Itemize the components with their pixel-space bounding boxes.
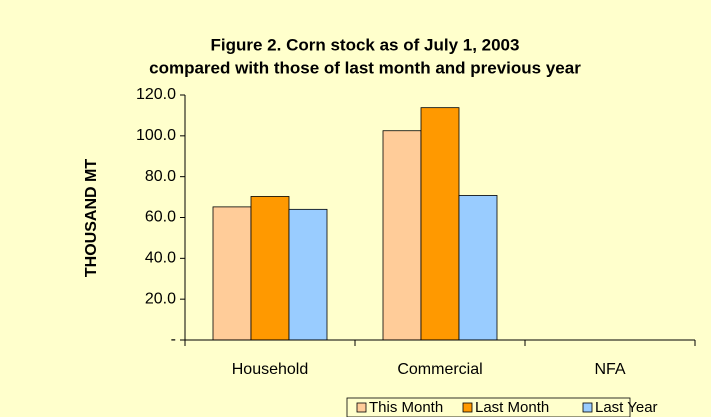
bar <box>420 107 460 341</box>
x-tick-label: Household <box>232 361 309 378</box>
bar <box>382 130 422 341</box>
chart-subtitle: compared with those of last month and pr… <box>149 58 581 77</box>
bar <box>458 195 498 341</box>
bar <box>288 208 328 341</box>
y-tick-label: 100.0 <box>136 127 176 144</box>
legend-swatch <box>356 402 367 413</box>
y-tick-label: 120.0 <box>136 86 176 103</box>
chart-title: Figure 2. Corn stock as of July 1, 2003 <box>211 35 520 54</box>
x-tick-label: Commercial <box>397 361 482 378</box>
legend-box <box>346 397 631 417</box>
legend-label: This Month <box>369 399 443 416</box>
legend-swatch <box>582 402 593 413</box>
y-tick-label: 20.0 <box>145 290 176 307</box>
x-tick-label: NFA <box>594 361 625 378</box>
legend-label: Last Year <box>595 399 658 416</box>
legend-swatch <box>462 402 473 413</box>
y-tick-label: 40.0 <box>145 250 176 267</box>
y-tick-label: 60.0 <box>145 209 176 226</box>
bar <box>212 206 252 341</box>
legend-label: Last Month <box>475 399 549 416</box>
y-axis-label: THOUSAND MT <box>83 159 100 277</box>
y-tick-label: - <box>171 331 176 348</box>
bar <box>250 196 290 341</box>
y-tick-label: 80.0 <box>145 168 176 185</box>
